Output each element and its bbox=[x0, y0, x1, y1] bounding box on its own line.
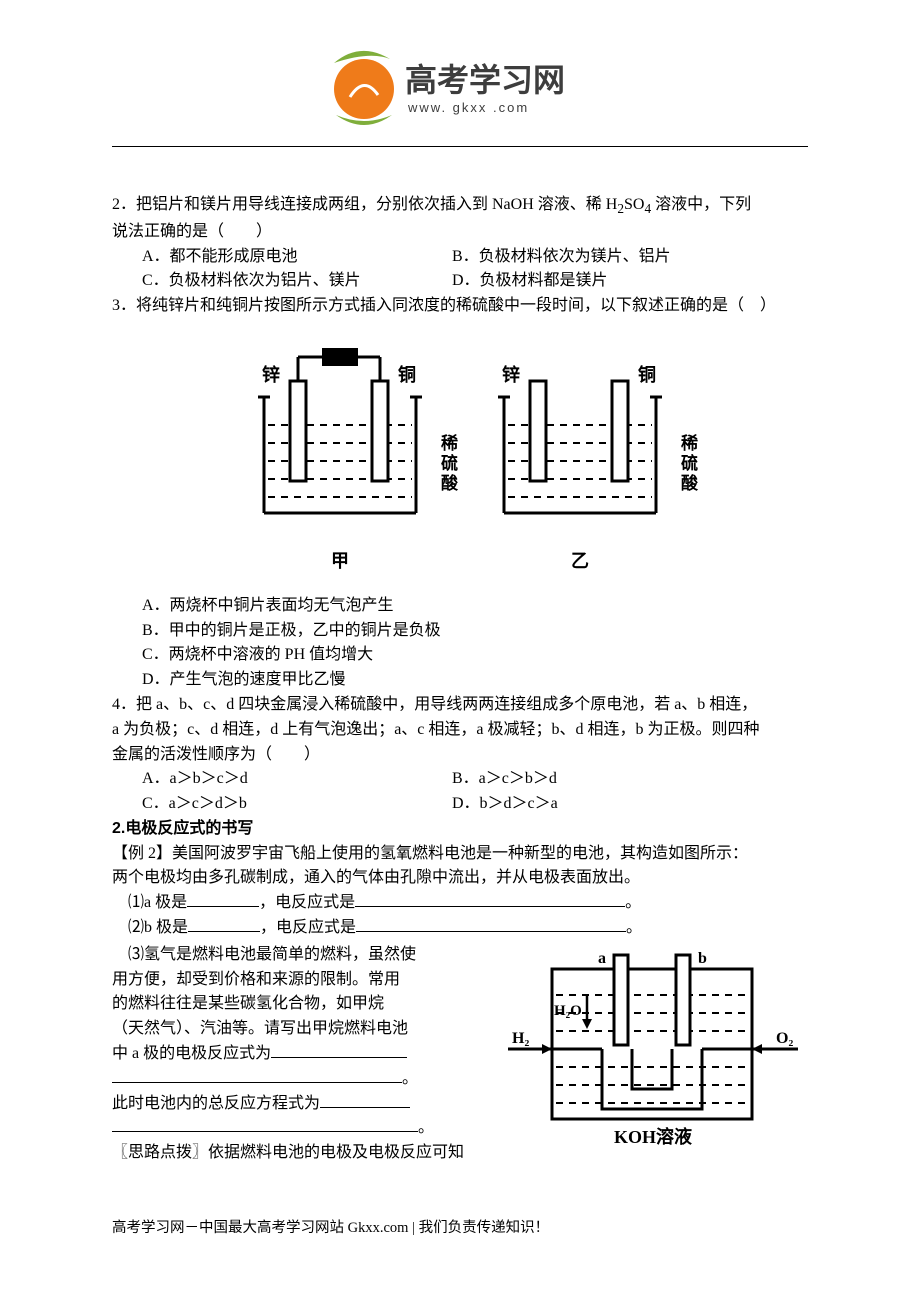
beaker-yi: 锌 铜 稀硫酸 乙 bbox=[480, 345, 680, 576]
ex2-intro2: 两个电极均由多孔碳制成，通入的气体由孔隙中流出，并从电极表面放出。 bbox=[112, 866, 808, 891]
q2-stem-text-1: 2．把铝片和镁片用导线连接成两组，分别依次插入到 NaOH 溶液、稀 H bbox=[112, 196, 617, 213]
blank bbox=[356, 916, 626, 932]
label-cu2: 铜 bbox=[638, 364, 656, 385]
q4-options: A．a＞b＞c＞d B．a＞c＞b＞d C．a＞c＞d＞b D．b＞d＞c＞a bbox=[142, 767, 808, 817]
q4-optC: C．a＞c＞d＞b bbox=[142, 792, 452, 817]
blank bbox=[320, 1092, 410, 1108]
logo: 高考学习网 www. gkxx .com bbox=[330, 45, 590, 131]
logo-url: www. gkxx .com bbox=[407, 100, 529, 115]
label-zn: 锌 bbox=[262, 364, 280, 385]
blank bbox=[271, 1042, 407, 1058]
ex2-p3-l5: 中 a 极的电极反应式为 bbox=[112, 1042, 494, 1067]
q4-line3: 金属的活泼性顺序为（ ） bbox=[112, 743, 808, 768]
ex2-p3-end-text: 。 bbox=[402, 1070, 418, 1087]
blank bbox=[355, 891, 625, 907]
q2-stem-2: 说法正确的是（ ） bbox=[112, 220, 808, 245]
ex2-p3-end: 。 bbox=[112, 1067, 494, 1092]
label-b: b bbox=[698, 950, 707, 967]
ex2-left: ⑶氢气是燃料电池最简单的燃料，虽然使 用方便，却受到价格和来源的限制。常用 的燃… bbox=[112, 943, 502, 1166]
q2-options: A．都不能形成原电池 B．负极材料依次为镁片、铝片 C．负极材料依次为铝片、镁片… bbox=[142, 245, 808, 295]
ex2-p3-l3: 的燃料往往是某些碳氢化合物，如甲烷 bbox=[112, 992, 494, 1017]
q2-optA: A．都不能形成原电池 bbox=[142, 245, 452, 270]
ex2-body: ⑶氢气是燃料电池最简单的燃料，虽然使 用方便，却受到价格和来源的限制。常用 的燃… bbox=[112, 943, 808, 1166]
q4-line2: a 为负极；c、d 相连，d 上有气泡逸出；a、c 相连，a 极减轻；b、d 相… bbox=[112, 718, 808, 743]
ex2-intro1: 【例 2】美国阿波罗宇宙飞船上使用的氢氧燃料电池是一种新型的电池，其构造如图所示… bbox=[112, 842, 808, 867]
ex2-p1c: 。 bbox=[625, 894, 641, 911]
q3-optB: B．甲中的铜片是正极，乙中的铜片是负极 bbox=[142, 619, 808, 644]
label-koh: KOH溶液 bbox=[614, 1126, 693, 1147]
section2-heading: 2.电极反应式的书写 bbox=[112, 817, 808, 842]
ex2-p4-text: 此时电池内的总反应方程式为 bbox=[112, 1095, 320, 1112]
q2-optD: D．负极材料都是镁片 bbox=[452, 269, 808, 294]
label-acid-jia: 稀硫酸 bbox=[434, 434, 460, 494]
q4-optD: D．b＞d＞c＞a bbox=[452, 792, 808, 817]
q3-optC: C．两烧杯中溶液的 PH 值均增大 bbox=[142, 643, 808, 668]
logo-title: 高考学习网 bbox=[405, 62, 565, 98]
q3-options: A．两烧杯中铜片表面均无气泡产生 B．甲中的铜片是正极，乙中的铜片是负极 C．两… bbox=[142, 594, 808, 693]
q4-optB: B．a＞c＞b＞d bbox=[452, 767, 808, 792]
beaker-yi-svg: 锌 铜 bbox=[480, 345, 680, 535]
ex2-p4: 此时电池内的总反应方程式为 bbox=[112, 1092, 494, 1117]
ex2-p3-l1: ⑶氢气是燃料电池最简单的燃料，虽然使 bbox=[128, 943, 494, 968]
ex2-hint: 〖思路点拨〗依据燃料电池的电极及电极反应可知 bbox=[112, 1141, 494, 1166]
label-acid-yi: 稀硫酸 bbox=[674, 434, 700, 494]
ex2-p3-l4: （天然气）、汽油等。请写出甲烷燃料电池 bbox=[112, 1017, 494, 1042]
ex2-p2c: 。 bbox=[626, 919, 642, 936]
logo-block: 高考学习网 www. gkxx .com bbox=[112, 45, 808, 136]
ex2-p1b: ，电反应式是 bbox=[259, 894, 355, 911]
ex2-p2b: ，电反应式是 bbox=[260, 919, 356, 936]
ex2-p1a: ⑴a 极是 bbox=[128, 894, 187, 911]
blank bbox=[112, 1116, 418, 1132]
caption-yi: 乙 bbox=[480, 548, 680, 576]
ex2-p2a: ⑵b 极是 bbox=[128, 919, 188, 936]
ex2-p4-end: 。 bbox=[112, 1116, 494, 1141]
ex2-p1: ⑴a 极是 ，电反应式是 。 bbox=[128, 891, 808, 916]
logo-svg: 高考学习网 www. gkxx .com bbox=[330, 45, 590, 131]
caption-jia: 甲 bbox=[240, 548, 440, 576]
blank bbox=[188, 916, 260, 932]
ex2-p3-l5-text: 中 a 极的电极反应式为 bbox=[112, 1045, 271, 1062]
ex2-p2: ⑵b 极是 ，电反应式是 。 bbox=[128, 916, 808, 941]
beaker-jia: 锌 铜 稀硫酸 甲 bbox=[240, 345, 440, 576]
q2-optC: C．负极材料依次为铝片、镁片 bbox=[142, 269, 452, 294]
ex2-p4-end-text: 。 bbox=[418, 1119, 434, 1136]
q2-optB: B．负极材料依次为镁片、铝片 bbox=[452, 245, 808, 270]
q3-stem: 3．将纯锌片和纯铜片按图所示方式插入同浓度的稀硫酸中一段时间，以下叙述正确的是（… bbox=[112, 294, 808, 319]
q3-optD: D．产生气泡的速度甲比乙慢 bbox=[142, 668, 808, 693]
footer: 高考学习网－中国最大高考学习网站 Gkxx.com | 我们负责传递知识！ bbox=[112, 1216, 808, 1237]
q2-stem-text-1c: 溶液中，下列 bbox=[651, 196, 751, 213]
header-rule bbox=[112, 146, 808, 147]
beaker-jia-svg: 锌 铜 bbox=[240, 345, 440, 535]
blank bbox=[112, 1067, 402, 1083]
ex2-right: a b H₂O H₂ O₂ KOH溶液 bbox=[502, 943, 808, 1163]
fuel-cell-diagram: a b H₂O H₂ O₂ KOH溶液 bbox=[502, 949, 802, 1154]
q4-optA: A．a＞b＞c＞d bbox=[142, 767, 452, 792]
ex2-p3-l2: 用方便，却受到价格和来源的限制。常用 bbox=[112, 968, 494, 993]
page: 高考学习网 www. gkxx .com 2．把铝片和镁片用导线连接成两组，分别… bbox=[0, 0, 920, 1277]
q4-line1: 4．把 a、b、c、d 四块金属浸入稀硫酸中，用导线两两连接组成多个原电池，若 … bbox=[112, 693, 808, 718]
q3-optA: A．两烧杯中铜片表面均无气泡产生 bbox=[142, 594, 808, 619]
q2-sub1: 2 bbox=[617, 201, 624, 216]
label-o2: O₂ bbox=[776, 1030, 793, 1047]
label-cu: 铜 bbox=[398, 364, 416, 385]
q2-stem: 2．把铝片和镁片用导线连接成两组，分别依次插入到 NaOH 溶液、稀 H2SO4… bbox=[112, 193, 808, 220]
blank bbox=[187, 891, 259, 907]
q3-diagrams: 锌 铜 稀硫酸 甲 bbox=[112, 345, 808, 576]
label-h2: H₂ bbox=[512, 1030, 529, 1047]
q2-stem-text-1b: SO bbox=[624, 196, 644, 213]
content: 2．把铝片和镁片用导线连接成两组，分别依次插入到 NaOH 溶液、稀 H2SO 4… bbox=[112, 193, 808, 1166]
label-a: a bbox=[598, 950, 606, 967]
label-zn2: 锌 bbox=[502, 364, 520, 385]
label-h2o: H₂O bbox=[554, 1003, 582, 1019]
